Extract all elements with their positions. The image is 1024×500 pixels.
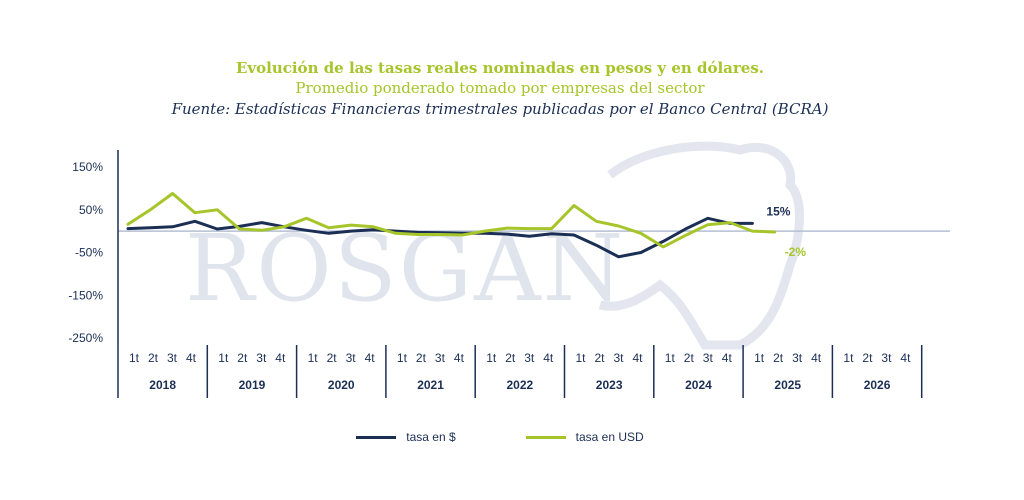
legend-label-usd: tasa en USD — [575, 430, 644, 444]
year-label: 2024 — [685, 378, 712, 392]
legend-label-pesos: tasa en $ — [406, 430, 456, 444]
quarter-tick-label: 4t — [275, 351, 286, 365]
year-label: 2022 — [506, 378, 533, 392]
y-tick-label: -150% — [68, 288, 103, 302]
quarter-tick-label: 1t — [397, 351, 408, 365]
chart-source: Fuente: Estadísticas Financieras trimest… — [171, 100, 829, 118]
quarter-tick-label: 4t — [186, 351, 197, 365]
quarter-tick-label: 3t — [346, 351, 357, 365]
quarter-tick-label: 1t — [308, 351, 319, 365]
quarter-tick-label: 2t — [148, 351, 159, 365]
quarter-tick-label: 3t — [613, 351, 624, 365]
quarter-tick-label: 1t — [218, 351, 229, 365]
quarter-tick-label: 2t — [684, 351, 695, 365]
y-tick-label: -50% — [75, 246, 103, 260]
y-tick-label: -250% — [68, 331, 103, 345]
quarter-tick-label: 3t — [167, 351, 178, 365]
year-label: 2018 — [149, 378, 176, 392]
quarter-tick-label: 4t — [900, 351, 911, 365]
chart-titles: Evolución de las tasas reales nominadas … — [0, 58, 1000, 120]
year-label: 2021 — [417, 378, 444, 392]
legend-swatch-usd — [525, 435, 566, 439]
quarter-tick-label: 1t — [754, 351, 765, 365]
series-line-usd — [126, 192, 777, 249]
quarter-tick-label: 2t — [594, 351, 605, 365]
series-line-pesos — [126, 216, 754, 259]
legend-swatch-pesos — [356, 435, 397, 439]
quarter-tick-label: 4t — [454, 351, 465, 365]
quarter-tick-label: 3t — [792, 351, 803, 365]
year-label: 2020 — [328, 378, 355, 392]
y-tick-label: 50% — [79, 203, 103, 217]
year-label: 2026 — [864, 378, 891, 392]
y-tick-label: 150% — [72, 160, 103, 174]
quarter-tick-label: 3t — [703, 351, 714, 365]
quarter-tick-label: 3t — [435, 351, 446, 365]
quarter-tick-label: 2t — [237, 351, 248, 365]
quarter-tick-label: 1t — [575, 351, 586, 365]
quarter-tick-label: 4t — [365, 351, 376, 365]
quarter-tick-label: 4t — [722, 351, 733, 365]
year-label: 2019 — [239, 378, 266, 392]
quarter-tick-label: 4t — [543, 351, 554, 365]
quarter-tick-label: 4t — [632, 351, 643, 365]
quarter-tick-label: 4t — [811, 351, 822, 365]
legend-item-pesos: tasa en $ — [356, 430, 456, 444]
quarter-tick-label: 1t — [843, 351, 854, 365]
quarter-tick-label: 2t — [773, 351, 784, 365]
year-label: 2023 — [596, 378, 623, 392]
end-label-usd: -2% — [785, 245, 807, 259]
quarter-tick-label: 1t — [129, 351, 140, 365]
year-label: 2025 — [774, 378, 801, 392]
quarter-tick-label: 1t — [486, 351, 497, 365]
quarter-tick-label: 1t — [665, 351, 676, 365]
chart-title: Evolución de las tasas reales nominadas … — [235, 59, 765, 77]
quarter-tick-label: 2t — [505, 351, 516, 365]
chart-subtitle: Promedio ponderado tomado por empresas d… — [295, 79, 705, 97]
legend-item-usd: tasa en USD — [525, 430, 644, 444]
quarter-tick-label: 2t — [862, 351, 873, 365]
cow-head-icon — [598, 141, 804, 350]
quarter-tick-label: 3t — [524, 351, 535, 365]
chart-legend: tasa en $ tasa en USD — [0, 430, 1000, 444]
quarter-tick-label: 2t — [327, 351, 338, 365]
quarter-tick-label: 3t — [256, 351, 267, 365]
quarter-tick-label: 2t — [416, 351, 427, 365]
end-label-pesos: 15% — [766, 204, 790, 218]
quarter-tick-label: 3t — [881, 351, 892, 365]
